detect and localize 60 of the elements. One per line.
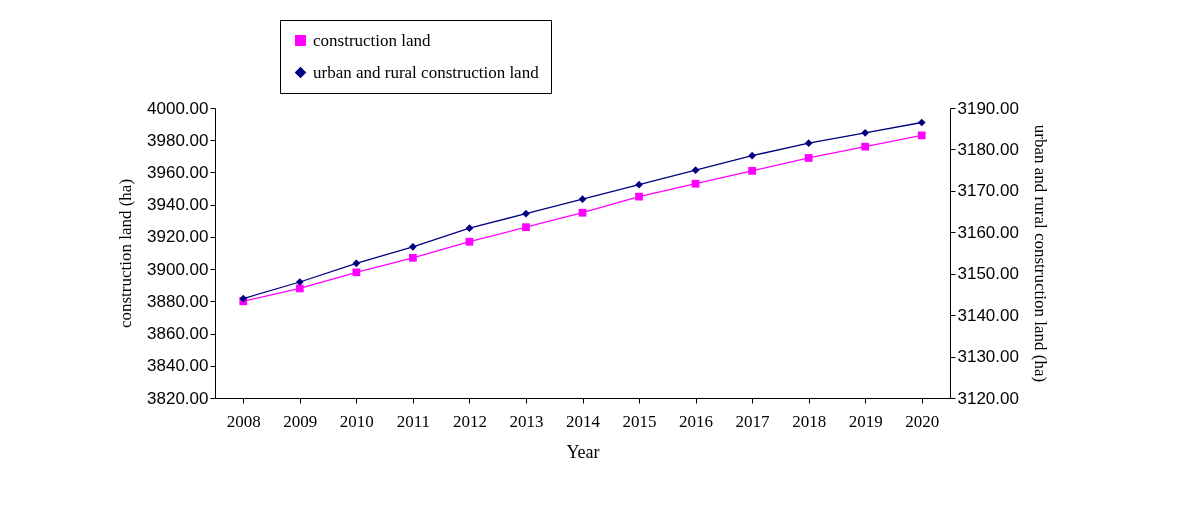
y2-tick-label: 3170.00 (957, 181, 1019, 201)
x-tick-label: 2016 (679, 411, 714, 431)
y-tick-label: 3840.00 (147, 356, 209, 376)
y-tick-label: 3940.00 (147, 195, 209, 215)
x-tick-label: 2017 (735, 411, 771, 431)
point (635, 192, 643, 201)
point (804, 154, 813, 162)
y-tick-label: 3980.00 (147, 130, 209, 150)
y-tick-label: 3920.00 (147, 227, 209, 247)
point (409, 253, 417, 262)
y2-tick-label: 3130.00 (957, 347, 1019, 367)
point (578, 195, 587, 204)
point (691, 166, 700, 175)
point (465, 237, 474, 246)
x-tick-label: 2019 (848, 411, 883, 431)
point (861, 128, 870, 137)
x-tick-label: 2020 (905, 411, 940, 431)
x-tick-label: 2013 (509, 411, 544, 431)
x-tick-label: 2018 (792, 411, 827, 431)
x-tick-label: 2008 (226, 411, 261, 431)
point (352, 259, 361, 268)
point (748, 166, 756, 175)
point (917, 118, 926, 127)
y-axis-title: construction land (ha) (116, 178, 136, 329)
y2-tick-label: 3190.00 (957, 98, 1019, 118)
point (465, 224, 474, 233)
y-tick-label: 3900.00 (147, 259, 209, 279)
x-tick-label: 2015 (622, 411, 657, 431)
point (295, 284, 304, 293)
y2-tick-label: 3150.00 (957, 264, 1019, 284)
point (804, 139, 813, 148)
y2-tick-label: 3160.00 (957, 222, 1019, 242)
y2-tick-label: 3180.00 (957, 139, 1019, 159)
y-tick-label: 3960.00 (147, 162, 209, 182)
y2-tick-label: 3120.00 (957, 388, 1019, 408)
point (748, 151, 756, 160)
y-tick-label: 3860.00 (147, 324, 209, 344)
y-tick-label: 3820.00 (147, 388, 209, 408)
y2-axis-title: urban and rural construction land (ha) (1030, 124, 1050, 383)
point (635, 180, 643, 189)
x-tick-label: 2014 (566, 411, 601, 431)
point (917, 131, 926, 140)
x-tick-label: 2009 (283, 411, 318, 431)
x-axis-title: Year (566, 441, 600, 462)
point (522, 223, 530, 232)
x-tick-label: 2011 (396, 411, 431, 431)
point (295, 278, 304, 286)
legend-label: urban and rural construction land (313, 62, 540, 82)
point (352, 268, 361, 277)
x-tick-label: 2010 (339, 411, 374, 431)
point (409, 242, 417, 251)
y-tick-label: 4000.00 (147, 98, 209, 118)
point (861, 142, 870, 151)
point (522, 209, 530, 218)
point (691, 179, 700, 188)
y2-tick-label: 3140.00 (957, 305, 1019, 325)
x-tick-label: 2012 (452, 411, 487, 431)
point (578, 208, 587, 217)
y-tick-label: 3880.00 (147, 291, 209, 311)
legend-label: construction land (313, 30, 432, 50)
